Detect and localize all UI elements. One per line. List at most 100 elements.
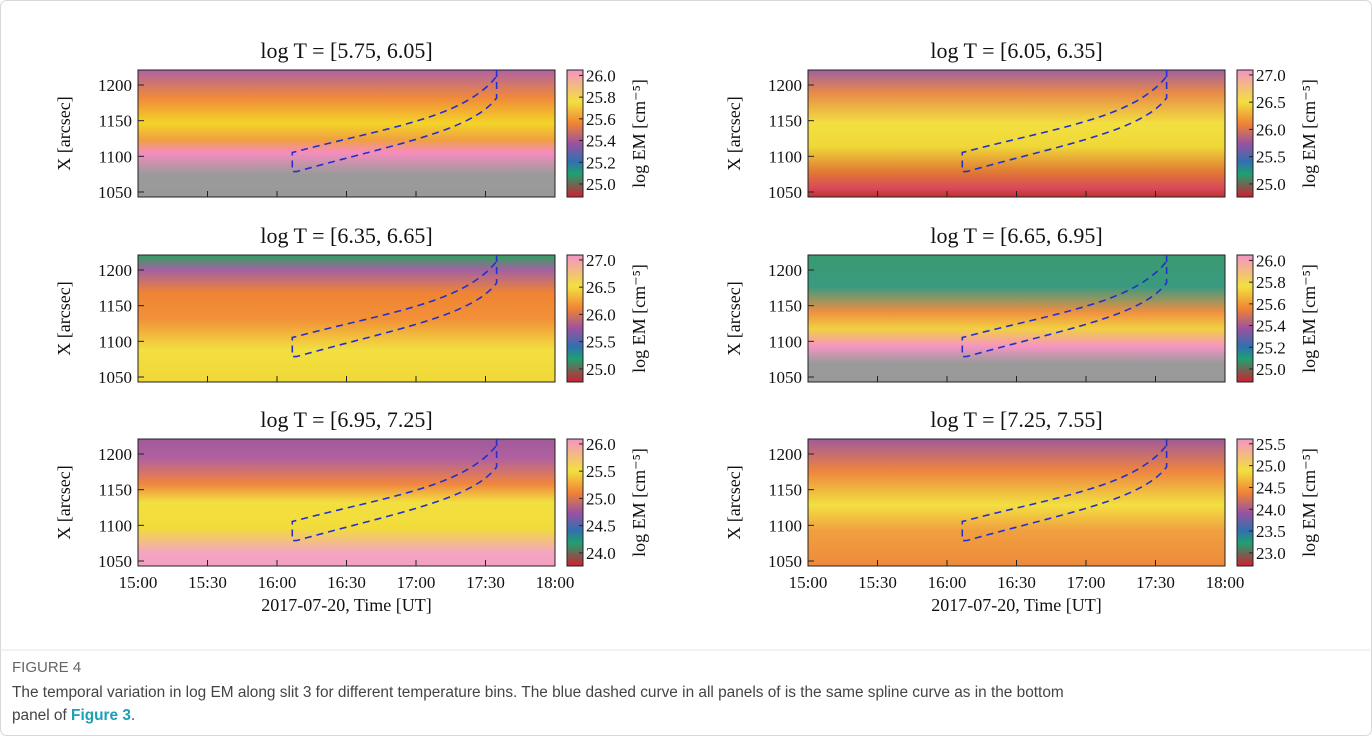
x-tick-label: 18:00 <box>1206 573 1245 592</box>
y-tick-label: 1200 <box>98 445 132 464</box>
colorbar-tick-label: 25.5 <box>1256 148 1286 167</box>
y-tick-label: 1200 <box>768 76 802 95</box>
colorbar-tick-label: 25.0 <box>1256 457 1286 476</box>
colorbar-tick-label: 24.0 <box>586 544 616 563</box>
x-tick-label: 15:00 <box>789 573 828 592</box>
y-tick-label: 1050 <box>768 552 802 571</box>
y-tick-label: 1050 <box>98 183 132 202</box>
y-tick-label: 1100 <box>99 147 132 166</box>
colorbar <box>566 438 584 567</box>
colorbar-tick-label: 25.4 <box>1256 317 1286 336</box>
colorbar-tick-label: 24.5 <box>586 517 616 536</box>
colorbar-tick-label: 26.0 <box>1256 120 1286 139</box>
x-tick-label: 18:00 <box>536 573 575 592</box>
y-tick-label: 1100 <box>769 332 802 351</box>
x-axis-label: 2017-07-20, Time [UT] <box>931 595 1102 615</box>
colorbar-tick-label: 27.0 <box>586 251 616 270</box>
x-tick-label: 17:30 <box>1136 573 1175 592</box>
heatmap <box>808 255 1225 382</box>
caption-text: panel of Figure 3. <box>12 707 135 724</box>
colorbar-label: log EM [cm⁻⁵] <box>629 264 649 373</box>
y-axis-label: X [arcsec] <box>54 465 74 539</box>
colorbar-tick-label: 24.5 <box>1256 478 1286 497</box>
panel-title: log T = [6.05, 6.35] <box>930 38 1102 63</box>
colorbar <box>1236 254 1254 383</box>
colorbar-tick-label: 25.6 <box>1256 295 1286 314</box>
y-tick-label: 1150 <box>769 481 802 500</box>
x-tick-label: 16:00 <box>258 573 297 592</box>
y-tick-label: 1200 <box>98 76 132 95</box>
colorbar-tick-label: 26.0 <box>586 435 616 454</box>
x-tick-label: 17:00 <box>1067 573 1106 592</box>
y-tick-label: 1200 <box>768 445 802 464</box>
y-tick-label: 1100 <box>769 147 802 166</box>
x-tick-label: 16:00 <box>928 573 967 592</box>
panel-title: log T = [5.75, 6.05] <box>260 38 432 63</box>
heatmap <box>138 70 555 197</box>
y-tick-label: 1150 <box>99 297 132 316</box>
caption-text: The temporal variation in log EM along s… <box>12 684 1064 701</box>
colorbar-tick-label: 26.0 <box>586 66 616 85</box>
y-tick-label: 1100 <box>99 332 132 351</box>
y-tick-label: 1150 <box>769 297 802 316</box>
colorbar <box>1236 69 1254 198</box>
y-tick-label: 1200 <box>98 261 132 280</box>
caption-text: . <box>131 707 135 724</box>
caption-label: FIGURE 4 <box>12 659 81 676</box>
x-tick-label: 15:30 <box>188 573 227 592</box>
colorbar-tick-label: 25.8 <box>1256 273 1286 292</box>
y-tick-label: 1100 <box>769 516 802 535</box>
y-tick-label: 1100 <box>99 516 132 535</box>
y-axis-label: X [arcsec] <box>724 465 744 539</box>
panel-title: log T = [6.65, 6.95] <box>930 223 1102 248</box>
colorbar-tick-label: 25.0 <box>1256 175 1286 194</box>
y-axis-label: X [arcsec] <box>54 96 74 170</box>
y-tick-label: 1050 <box>768 368 802 387</box>
colorbar-tick-label: 26.0 <box>1256 251 1286 270</box>
y-tick-label: 1050 <box>98 552 132 571</box>
caption-text: panel of <box>12 707 71 724</box>
colorbar-tick-label: 24.0 <box>1256 500 1286 519</box>
colorbar-label: log EM [cm⁻⁵] <box>1299 264 1319 373</box>
colorbar-tick-label: 25.5 <box>586 333 616 352</box>
y-tick-label: 1150 <box>99 112 132 131</box>
panel-title: log T = [7.25, 7.55] <box>930 407 1102 432</box>
colorbar-tick-label: 25.6 <box>586 110 616 129</box>
y-tick-label: 1150 <box>769 112 802 131</box>
heatmap <box>808 70 1225 197</box>
colorbar-tick-label: 25.0 <box>586 175 616 194</box>
panel-title: log T = [6.35, 6.65] <box>260 223 432 248</box>
x-axis-label: 2017-07-20, Time [UT] <box>261 595 432 615</box>
x-tick-label: 15:00 <box>119 573 158 592</box>
colorbar-tick-label: 25.0 <box>586 489 616 508</box>
heatmap <box>138 439 555 566</box>
x-tick-label: 17:30 <box>466 573 505 592</box>
heatmap <box>138 255 555 382</box>
y-tick-label: 1050 <box>768 183 802 202</box>
colorbar-tick-label: 25.2 <box>1256 338 1286 357</box>
colorbar-label: log EM [cm⁻⁵] <box>629 448 649 557</box>
colorbar-label: log EM [cm⁻⁵] <box>629 79 649 188</box>
y-axis-label: X [arcsec] <box>724 96 744 170</box>
colorbar <box>566 254 584 383</box>
colorbar-tick-label: 26.5 <box>1256 93 1286 112</box>
colorbar-tick-label: 26.5 <box>586 278 616 297</box>
colorbar-tick-label: 25.4 <box>586 132 616 151</box>
colorbar-tick-label: 25.5 <box>586 462 616 481</box>
colorbar-tick-label: 27.0 <box>1256 66 1286 85</box>
y-tick-label: 1050 <box>98 368 132 387</box>
x-tick-label: 16:30 <box>997 573 1036 592</box>
y-axis-label: X [arcsec] <box>54 281 74 355</box>
y-axis-label: X [arcsec] <box>724 281 744 355</box>
heatmap <box>808 439 1225 566</box>
y-tick-label: 1200 <box>768 261 802 280</box>
colorbar <box>1236 438 1254 567</box>
x-tick-label: 16:30 <box>327 573 366 592</box>
caption-link[interactable]: Figure 3 <box>71 707 131 724</box>
colorbar-tick-label: 23.0 <box>1256 544 1286 563</box>
x-tick-label: 17:00 <box>397 573 436 592</box>
colorbar-tick-label: 25.0 <box>1256 360 1286 379</box>
colorbar <box>566 69 584 198</box>
panel-title: log T = [6.95, 7.25] <box>260 407 432 432</box>
